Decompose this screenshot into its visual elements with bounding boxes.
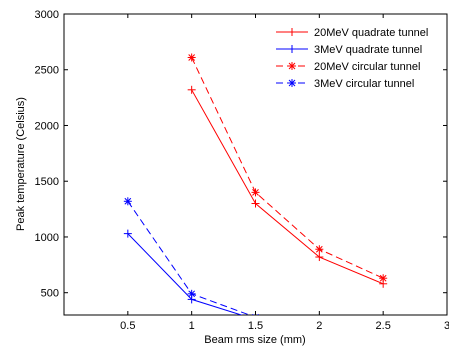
x-tick-label: 2 — [316, 320, 322, 332]
x-tick-label: 0.5 — [120, 320, 135, 332]
series-4 — [123, 197, 259, 315]
legend-item: 20MeV circular tunnel — [276, 61, 420, 73]
series-layer — [123, 53, 388, 315]
data-point — [187, 289, 196, 298]
data-point — [315, 245, 324, 254]
axis-ticks: 0.5 1 1.5 2 2.5 3 500 1000 1500 2000 2500 3000 — [35, 9, 449, 332]
data-point — [315, 253, 324, 262]
y-axis-label: Peak temperature (Celsius) — [15, 97, 27, 231]
legend-label: 20MeV circular tunnel — [314, 61, 420, 73]
legend-marker — [288, 28, 296, 36]
series-1 — [187, 85, 388, 288]
y-tick-label: 2000 — [35, 120, 59, 132]
legend-label: 3MeV quadrate tunnel — [314, 44, 422, 56]
legend-item: 3MeV quadrate tunnel — [276, 44, 422, 56]
y-tick-label: 500 — [41, 288, 59, 300]
legend-label: 3MeV circular tunnel — [314, 78, 414, 90]
y-tick-label: 2500 — [35, 65, 59, 77]
y-tick-label: 1500 — [35, 176, 59, 188]
data-point — [379, 274, 388, 283]
x-tick-label: 1.5 — [248, 320, 263, 332]
data-point — [123, 197, 132, 206]
series-3 — [187, 53, 388, 283]
series-line — [127, 201, 251, 315]
y-tick-label: 3000 — [35, 9, 59, 21]
data-point — [187, 85, 196, 94]
legend-marker — [288, 62, 296, 70]
legend-item: 3MeV circular tunnel — [276, 78, 414, 90]
x-tick-label: 1 — [189, 320, 195, 332]
series-line — [127, 233, 243, 315]
data-point — [251, 188, 260, 197]
x-tick-label: 2.5 — [376, 320, 391, 332]
data-point — [251, 199, 260, 208]
legend-item: 20MeV quadrate tunnel — [276, 27, 428, 39]
data-point — [187, 53, 196, 62]
legend-label: 20MeV quadrate tunnel — [314, 27, 428, 39]
data-point — [123, 229, 132, 238]
plot-area — [63, 13, 448, 316]
legend: 20MeV quadrate tunnel 3MeV quadrate tunne… — [276, 27, 428, 90]
x-axis-label: Beam rms size (mm) — [204, 334, 305, 346]
legend-marker — [288, 79, 296, 87]
x-tick-label: 3 — [444, 320, 449, 332]
series-line — [191, 89, 384, 285]
y-tick-label: 1000 — [35, 232, 59, 244]
legend-marker — [288, 45, 296, 53]
series-line — [191, 57, 384, 279]
